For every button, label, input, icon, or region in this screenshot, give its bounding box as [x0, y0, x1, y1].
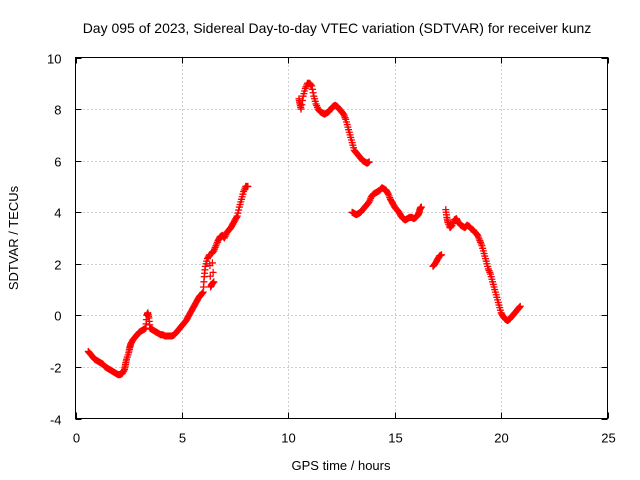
x-tick-label: 25: [601, 431, 615, 446]
data-point: [384, 189, 392, 197]
y-tick-label: -4: [50, 413, 62, 428]
chart-title: Day 095 of 2023, Sidereal Day-to-day VTE…: [83, 20, 592, 36]
data-point: [234, 209, 242, 217]
x-tick-label: 20: [494, 431, 508, 446]
data-point: [516, 302, 524, 310]
data-points: [84, 79, 524, 379]
data-point: [365, 158, 373, 166]
data-point: [308, 85, 316, 93]
data-point: [210, 278, 218, 286]
x-tick-label: 5: [179, 431, 186, 446]
data-point: [244, 182, 252, 190]
data-point: [120, 367, 128, 375]
data-point: [206, 272, 214, 280]
data-point: [209, 279, 217, 287]
x-tick-label: 10: [281, 431, 295, 446]
data-point: [309, 89, 317, 97]
data-point: [208, 259, 216, 267]
y-tick-label: 2: [54, 258, 61, 273]
data-point: [486, 268, 494, 276]
data-point: [438, 251, 446, 259]
y-tick-label: 4: [54, 206, 61, 221]
axis-ticks: 0 5 10 15 20 25 -4 -2 0 2 4 6 8 10: [47, 52, 616, 446]
plot-frame: [75, 57, 608, 419]
y-tick-label: 8: [54, 103, 61, 118]
y-tick-label: 0: [54, 309, 61, 324]
data-point: [485, 267, 493, 275]
data-point: [198, 289, 206, 297]
data-point: [308, 82, 316, 90]
data-point: [298, 96, 306, 104]
data-point: [233, 213, 241, 221]
data-point: [298, 101, 306, 109]
data-point: [235, 206, 243, 214]
data-point: [209, 268, 217, 276]
x-axis-label: GPS time / hours: [292, 458, 391, 473]
data-point: [297, 105, 305, 113]
data-point: [307, 81, 315, 89]
y-axis-label: SDTVAR / TECUs: [6, 185, 21, 290]
y-tick-label: -2: [50, 361, 62, 376]
data-point: [233, 212, 241, 220]
x-tick-label: 15: [388, 431, 402, 446]
data-point: [516, 303, 524, 311]
x-tick-label: 0: [73, 431, 80, 446]
y-tick-label: 10: [47, 52, 61, 67]
data-point: [417, 203, 425, 211]
y-tick-label: 6: [54, 155, 61, 170]
grid: [75, 57, 608, 419]
